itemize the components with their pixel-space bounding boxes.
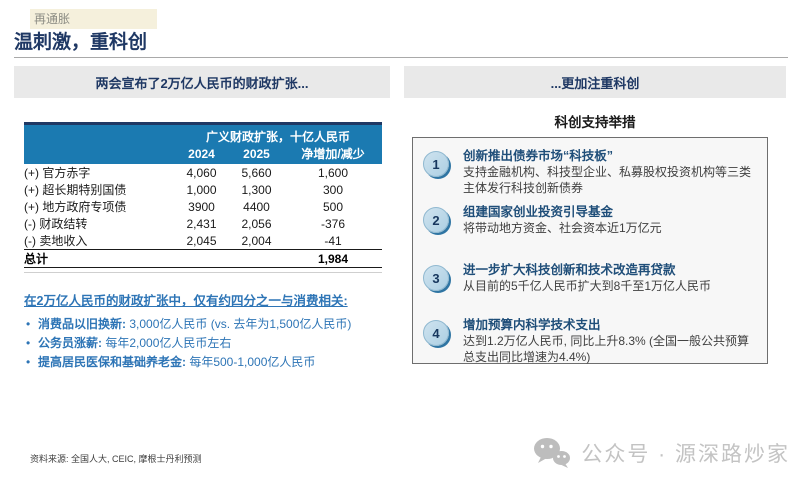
right-section-header: ...更加注重科创 [404, 66, 786, 98]
list-item: • 提高居民医保和基础养老金: 每年500-1,000亿人民币 [24, 353, 394, 372]
measure-title: 增加预算内科学技术支出 [463, 318, 601, 332]
bullet-icon: • [26, 317, 31, 331]
wechat-watermark: 公众号 · 源深路炒家 [533, 437, 790, 468]
measure-body: 支持金融机构、科技型企业、私募股权投资机构等三类主体发行科技创新债券 [463, 165, 752, 195]
list-item: • 公务员涨薪: 每年2,000亿人民币左右 [24, 334, 394, 353]
measure-item: 4 增加预算内科学技术支出 达到1.2万亿人民币, 同比上升8.3% (全国一般… [423, 318, 759, 365]
table-total-row: 总计 1,984 [24, 249, 382, 268]
col-header-2025: 2025 [243, 146, 270, 161]
bullet-icon: • [26, 336, 31, 350]
table-column-headers: 2024 2025 净增加/减少 [24, 145, 382, 162]
measure-title: 进一步扩大科技创新和技术改造再贷款 [463, 263, 676, 277]
page-title: 温刺激，重科创 [14, 32, 148, 53]
wechat-icon [534, 438, 571, 468]
table-row: (+) 地方政府专项债 3900 4400 500 [24, 199, 344, 215]
measure-body: 将带动地方资金、社会资本近1万亿元 [463, 221, 662, 235]
reflation-tag: 再通胀 [30, 9, 157, 29]
list-item: • 消费品以旧换新: 3,000亿人民币 (vs. 去年为1,500亿人民币) [24, 315, 394, 334]
measure-item: 3 进一步扩大科技创新和技术改造再贷款 从目前的5千亿人民币扩大到8千至1万亿人… [423, 263, 759, 295]
table-bottom-rule [24, 272, 382, 273]
measure-body: 从目前的5千亿人民币扩大到8千至1万亿人民币 [463, 279, 712, 293]
source-note: 资料来源: 全国人大, CEIC, 摩根士丹利预测 [30, 454, 202, 464]
step-4-badge: 4 [423, 320, 449, 346]
col-header-2024: 2024 [188, 146, 215, 161]
table-row: (-) 卖地收入 2,045 2,004 -41 [24, 233, 342, 249]
measure-item: 2 组建国家创业投资引导基金 将带动地方资金、社会资本近1万亿元 [423, 205, 759, 237]
table-title: 广义财政扩张，十亿人民币 [205, 130, 350, 144]
fiscal-expansion-table: 广义财政扩张，十亿人民币 2024 2025 净增加/减少 (+) 官方赤字 4… [24, 122, 382, 273]
measure-title: 组建国家创业投资引导基金 [463, 205, 614, 219]
col-header-net: 净增加/减少 [301, 147, 365, 161]
watermark-text: 公众号 · 源深路炒家 [581, 442, 790, 466]
table-row: (+) 官方赤字 4,060 5,660 1,600 [24, 165, 349, 181]
measure-title: 创新推出债券市场“科技板” [463, 149, 614, 163]
consumption-notes: 在2万亿人民币的财政扩张中，仅有约四分之一与消费相关: • 消费品以旧换新: 3… [24, 290, 394, 372]
measure-item: 1 创新推出债券市场“科技板” 支持金融机构、科技型企业、私募股权投资机构等三类… [423, 149, 759, 196]
step-2-badge: 2 [423, 207, 449, 233]
panel-title: 科创支持举措 [554, 115, 636, 130]
table-header: 广义财政扩张，十亿人民币 2024 2025 净增加/减少 [24, 125, 382, 164]
table-row: (-) 财政结转 2,431 2,056 -376 [24, 216, 346, 232]
notes-heading: 在2万亿人民币的财政扩张中，仅有约四分之一与消费相关: [24, 294, 348, 308]
tech-support-panel: 1 创新推出债券市场“科技板” 支持金融机构、科技型企业、私募股权投资机构等三类… [412, 137, 768, 364]
left-section-header: 两会宣布了2万亿人民币的财政扩张... [14, 66, 390, 98]
table-row: (+) 超长期特别国债 1,000 1,300 300 [24, 182, 344, 198]
measure-body: 达到1.2万亿人民币, 同比上升8.3% (全国一般公共预算总支出同比增速为4.… [463, 334, 750, 364]
step-1-badge: 1 [423, 151, 449, 177]
title-divider [14, 57, 788, 58]
step-3-badge: 3 [423, 265, 449, 291]
bullet-icon: • [26, 355, 31, 369]
